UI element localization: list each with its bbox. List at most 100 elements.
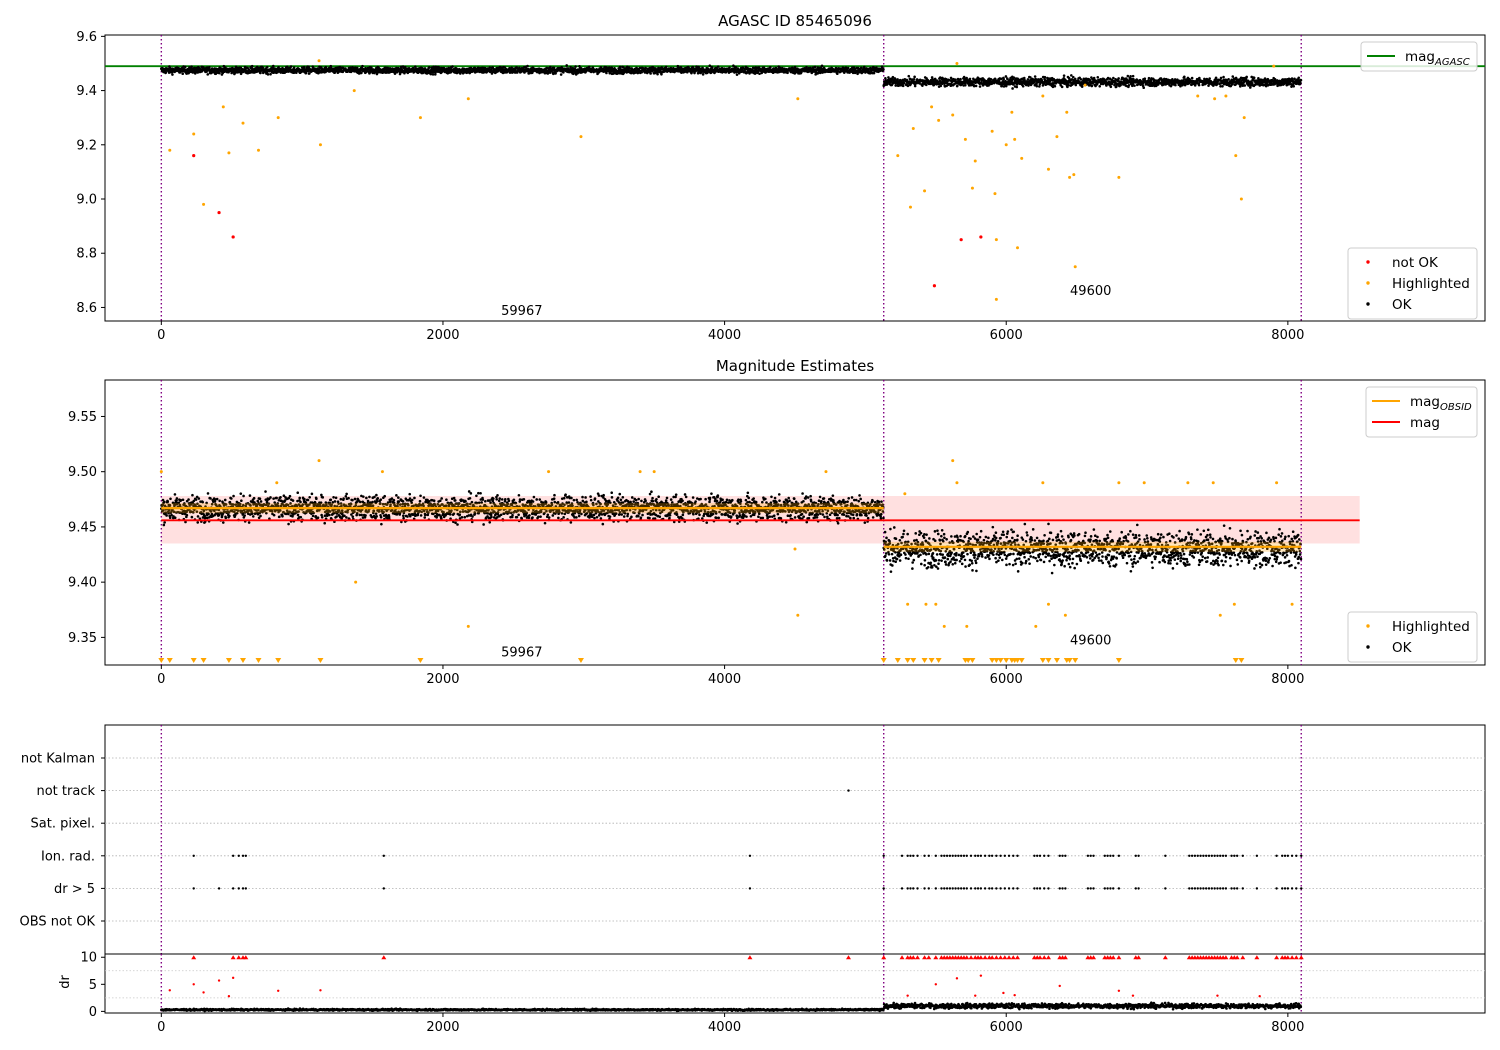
agasc-ok-point — [289, 65, 293, 68]
estimates-ok-point — [353, 497, 357, 501]
agasc-xtick-label: 6000 — [990, 328, 1023, 343]
estimates-ok-point — [179, 498, 183, 502]
agasc-ok-point — [912, 77, 916, 81]
estimates-ok-point — [201, 500, 205, 504]
agasc-ok-point — [716, 65, 720, 68]
estimates-ok-point — [339, 497, 343, 501]
agasc-ok-point — [1033, 75, 1037, 78]
agasc-highlighted-point — [1041, 94, 1045, 98]
estimates-ok-point — [248, 494, 252, 497]
agasc-ok-point — [269, 72, 272, 76]
agasc-ytick-label: 9.4 — [76, 84, 97, 99]
estimates-ok-point — [351, 498, 354, 502]
estimates-ok-point — [323, 521, 326, 525]
estimates-ok-point — [275, 496, 278, 500]
estimates-ok-point — [364, 514, 367, 517]
agasc-ok-point — [1067, 83, 1070, 87]
agasc-not-ok-point — [231, 235, 235, 239]
agasc-ok-point — [1292, 84, 1296, 88]
agasc-highlighted-point — [994, 297, 998, 301]
agasc-ok-point — [1297, 76, 1301, 80]
agasc-ok-point — [1053, 84, 1057, 88]
agasc-ok-point — [906, 84, 910, 88]
agasc-ok-point — [1092, 76, 1096, 80]
estimates-ok-point — [175, 497, 179, 500]
agasc-ok-point — [1071, 75, 1075, 79]
agasc-ok-point — [370, 66, 373, 69]
agasc-ok-point — [413, 65, 417, 68]
agasc-ok-point — [959, 77, 962, 81]
agasc-ok-point — [246, 66, 250, 70]
estimates-ok-point — [166, 500, 170, 504]
agasc-lower-legend-marker — [1366, 281, 1370, 285]
estimates-ok-point — [344, 494, 348, 498]
estimates-ok-point — [259, 500, 263, 503]
agasc-highlighted-point — [1117, 175, 1121, 179]
agasc-highlighted-point — [1272, 64, 1276, 68]
agasc-highlighted-point — [796, 97, 800, 101]
agasc-ok-point — [427, 66, 431, 69]
agasc-ok-point — [1197, 83, 1201, 87]
agasc-highlighted-point — [168, 148, 172, 152]
agasc-ok-point — [1293, 77, 1296, 81]
agasc-highlighted-point — [1013, 137, 1017, 141]
estimates-ok-point — [306, 498, 310, 502]
estimates-ok-point — [328, 513, 331, 517]
agasc-ok-point — [963, 83, 967, 87]
estimates-ok-point — [162, 523, 166, 527]
agasc-highlighted-point — [1073, 265, 1077, 269]
agasc-highlighted-point — [1224, 94, 1228, 98]
estimates-ok-point — [256, 499, 260, 503]
estimates-ok-point — [299, 500, 302, 504]
estimates-ok-point — [291, 499, 295, 502]
agasc-highlighted-point — [317, 59, 321, 63]
estimates-ok-point — [197, 497, 201, 500]
estimates-ok-point — [311, 514, 315, 518]
agasc-ok-point — [1096, 75, 1100, 79]
agasc-ok-point — [1021, 84, 1025, 88]
agasc-highlighted-point — [911, 127, 915, 131]
agasc-not-ok-point — [959, 238, 963, 242]
estimates-ok-point — [296, 491, 300, 495]
agasc-ok-point — [259, 71, 262, 75]
agasc-ok-point — [901, 84, 905, 88]
estimates-ok-point — [347, 496, 350, 500]
estimates-ok-point — [345, 492, 348, 496]
agasc-ok-point — [360, 71, 363, 75]
agasc-ok-point — [1112, 76, 1115, 80]
estimates-ok-point — [165, 514, 168, 517]
agasc-xtick-label: 4000 — [708, 328, 741, 343]
agasc-xtick-label: 2000 — [426, 328, 459, 343]
title-agasc: AGASC ID 85465096 — [718, 12, 872, 30]
agasc-ok-point — [1079, 78, 1083, 81]
estimates-ok-point — [243, 514, 246, 517]
estimates-ok-point — [287, 522, 290, 526]
agasc-ok-point — [1043, 75, 1047, 79]
estimates-ok-point — [320, 515, 324, 519]
agasc-ok-point — [1174, 83, 1177, 87]
agasc-ok-point — [1060, 85, 1064, 89]
agasc-ok-point — [1073, 77, 1077, 81]
estimates-ok-point — [296, 513, 300, 517]
agasc-ok-point — [753, 72, 757, 75]
agasc-ok-point — [758, 72, 761, 76]
agasc-ok-point — [1248, 86, 1252, 89]
agasc-obsid-label: 49600 — [1070, 284, 1111, 299]
agasc-highlighted-point — [908, 205, 912, 209]
estimates-ok-point — [196, 521, 200, 524]
estimates-ok-point — [239, 492, 243, 495]
estimates-ok-point — [192, 499, 196, 503]
agasc-highlighted-point — [202, 202, 206, 206]
agasc-ok-point — [1147, 76, 1151, 80]
agasc-ok-point — [1243, 84, 1247, 87]
estimates-ok-point — [247, 521, 251, 524]
agasc-ok-point — [1126, 74, 1130, 78]
estimates-ok-point — [209, 497, 212, 500]
agasc-lower-legend-marker — [1366, 302, 1370, 306]
agasc-obsid-label: 59967 — [501, 304, 542, 319]
estimates-ok-point — [272, 513, 276, 517]
agasc-ok-point — [1133, 84, 1136, 87]
estimates-ok-point — [333, 500, 337, 503]
estimates-ok-point — [332, 496, 335, 499]
